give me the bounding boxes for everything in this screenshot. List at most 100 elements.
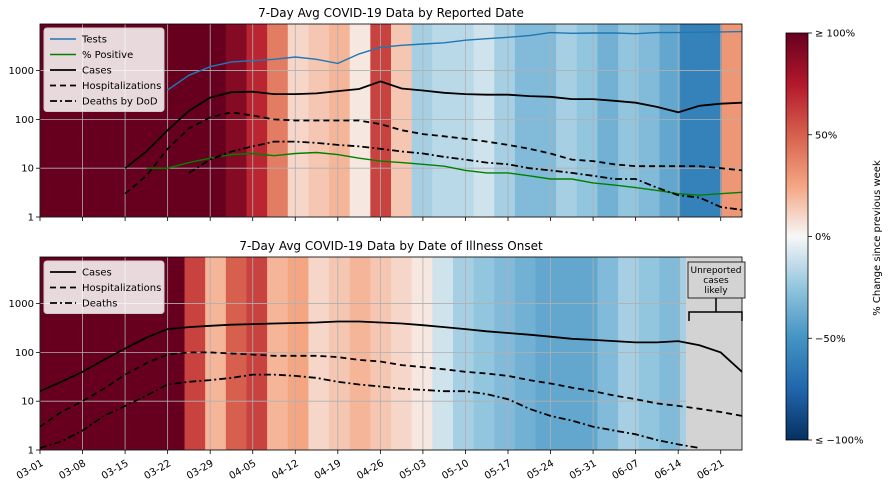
reported-date-panel: 7-Day Avg COVID-19 Data by Reported Date… bbox=[9, 6, 743, 224]
y-tick-label: 1 bbox=[28, 446, 34, 457]
annotation-line-2: cases bbox=[703, 276, 729, 286]
x-tick-label: 04-26 bbox=[355, 458, 386, 482]
series-line-hospitalizations bbox=[40, 351, 742, 428]
pct-change-cell bbox=[246, 257, 268, 450]
legend: Tests % Positive Cases Hospitalizations Deat… bbox=[43, 27, 165, 112]
pct-change-cell bbox=[514, 24, 537, 217]
x-tick-label: 03-08 bbox=[57, 458, 88, 482]
pct-change-cell bbox=[680, 24, 702, 217]
pct-change-cell bbox=[700, 24, 722, 217]
pct-change-cell bbox=[432, 257, 454, 450]
pct-change-cell bbox=[597, 24, 619, 217]
pct-change-cell bbox=[370, 257, 392, 450]
pct-change-cell bbox=[370, 24, 392, 217]
pct-change-cell bbox=[205, 24, 227, 217]
pct-change-cell bbox=[535, 257, 557, 450]
illness-onset-panel: 7-Day Avg COVID-19 Data by Date of Illne… bbox=[9, 239, 746, 457]
colorbar-tick-label: 0% bbox=[815, 232, 831, 243]
pct-change-cell bbox=[184, 24, 206, 217]
legend-label: Hospitalizations bbox=[82, 81, 161, 92]
y-tick-label: 10 bbox=[21, 397, 34, 408]
x-tick-label: 06-21 bbox=[696, 458, 727, 482]
colorbar-tick-label: −50% bbox=[815, 334, 846, 345]
series-lines bbox=[40, 320, 742, 449]
pct-change-cell bbox=[267, 257, 289, 450]
annotation-box bbox=[687, 261, 746, 299]
series-line-positive bbox=[146, 151, 742, 196]
x-tick-label: 05-17 bbox=[483, 458, 514, 482]
pct-change-cell bbox=[391, 257, 413, 450]
pct-change-cell bbox=[556, 24, 578, 217]
pct-change-cell bbox=[411, 257, 433, 450]
reported-date-chart-title: 7-Day Avg COVID-19 Data by Reported Date bbox=[258, 6, 524, 20]
legend-label: Cases bbox=[82, 66, 112, 77]
pct-change-cell bbox=[576, 257, 599, 450]
pct-change-cell bbox=[494, 24, 516, 217]
colorbar-tick-label: ≥ 100% bbox=[815, 29, 855, 40]
colorbar-tick-label: ≤ −100% bbox=[815, 436, 864, 447]
unreported-annotation: Unreported cases likely bbox=[687, 261, 746, 321]
series-line-deaths-by-dod bbox=[188, 140, 742, 211]
x-tick-label: 05-24 bbox=[525, 458, 556, 482]
pct-change-cell bbox=[329, 257, 351, 450]
legend-label: Tests bbox=[81, 35, 107, 46]
y-tick-label: 1000 bbox=[9, 66, 34, 77]
series-line-tests bbox=[167, 30, 742, 91]
series-line-deaths bbox=[40, 373, 700, 449]
y-tick-label: 1000 bbox=[9, 299, 34, 310]
pct-change-cell bbox=[556, 257, 578, 450]
pct-change-cell bbox=[494, 257, 516, 450]
illness-onset-chart-title: 7-Day Avg COVID-19 Data by Date of Illne… bbox=[239, 239, 543, 253]
pct-change-cell bbox=[267, 24, 289, 217]
y-tick-label: 1 bbox=[28, 213, 34, 224]
x-tick-label: 06-07 bbox=[610, 458, 641, 482]
colorbar-label: % Change since previous week bbox=[872, 160, 883, 316]
colorbar-ticks: ≥ 100% 50% 0% −50% ≤ −100% bbox=[808, 29, 864, 447]
colorbar: ≥ 100% 50% 0% −50% ≤ −100% % Change since pr… bbox=[785, 29, 883, 447]
pct-change-cell bbox=[597, 257, 619, 450]
pct-change-cell bbox=[432, 24, 454, 217]
pct-change-cell bbox=[638, 24, 661, 217]
x-tick-label: 03-22 bbox=[142, 458, 173, 482]
pct-change-cell bbox=[287, 257, 310, 450]
x-tick-label: 04-19 bbox=[313, 458, 344, 482]
y-tick-label: 100 bbox=[15, 348, 34, 359]
x-tick-label: 06-14 bbox=[653, 458, 684, 482]
annotation-line-1: Unreported bbox=[690, 266, 741, 276]
pct-change-cell bbox=[308, 257, 330, 450]
pct-change-cell bbox=[246, 24, 268, 217]
pct-change-cell bbox=[535, 24, 557, 217]
x-tick-label: 04-05 bbox=[228, 458, 259, 482]
legend-label: Deaths by DoD bbox=[82, 97, 158, 108]
pct-change-cell bbox=[473, 24, 495, 217]
y-axis-ticks: 1 10 100 1000 bbox=[9, 66, 40, 224]
annotation-bracket bbox=[688, 298, 743, 321]
y-tick-label: 100 bbox=[15, 115, 34, 126]
pct-change-cell bbox=[452, 257, 475, 450]
plot-frame bbox=[39, 256, 743, 451]
x-tick-label: 03-01 bbox=[15, 458, 46, 482]
pct-change-cell bbox=[349, 24, 371, 217]
legend-label: Cases bbox=[82, 268, 112, 279]
y-axis-ticks: 1 10 100 1000 bbox=[9, 299, 40, 457]
x-tick-label: 03-15 bbox=[100, 458, 131, 482]
x-tick-label: 05-03 bbox=[398, 458, 429, 482]
pct-change-cell bbox=[721, 24, 742, 217]
pct-change-cell bbox=[618, 257, 640, 450]
pct-change-cell bbox=[329, 24, 351, 217]
pct-change-cell bbox=[514, 257, 537, 450]
x-tick-label: 04-12 bbox=[270, 458, 301, 482]
x-tick-label: 05-31 bbox=[568, 458, 599, 482]
pct-change-cell bbox=[411, 24, 433, 217]
legend-label: Deaths bbox=[82, 299, 117, 310]
legend: Cases Hospitalizations Deaths bbox=[43, 260, 165, 314]
series-line-cases bbox=[40, 320, 742, 393]
pct-change-cell bbox=[391, 24, 413, 217]
pct-change-cell bbox=[452, 24, 475, 217]
legend-label: Hospitalizations bbox=[82, 283, 161, 294]
series-line-hospitalizations bbox=[124, 111, 742, 195]
legend-box bbox=[43, 27, 165, 112]
pct-change-cell bbox=[659, 257, 681, 450]
pct-change-cell bbox=[225, 24, 248, 217]
